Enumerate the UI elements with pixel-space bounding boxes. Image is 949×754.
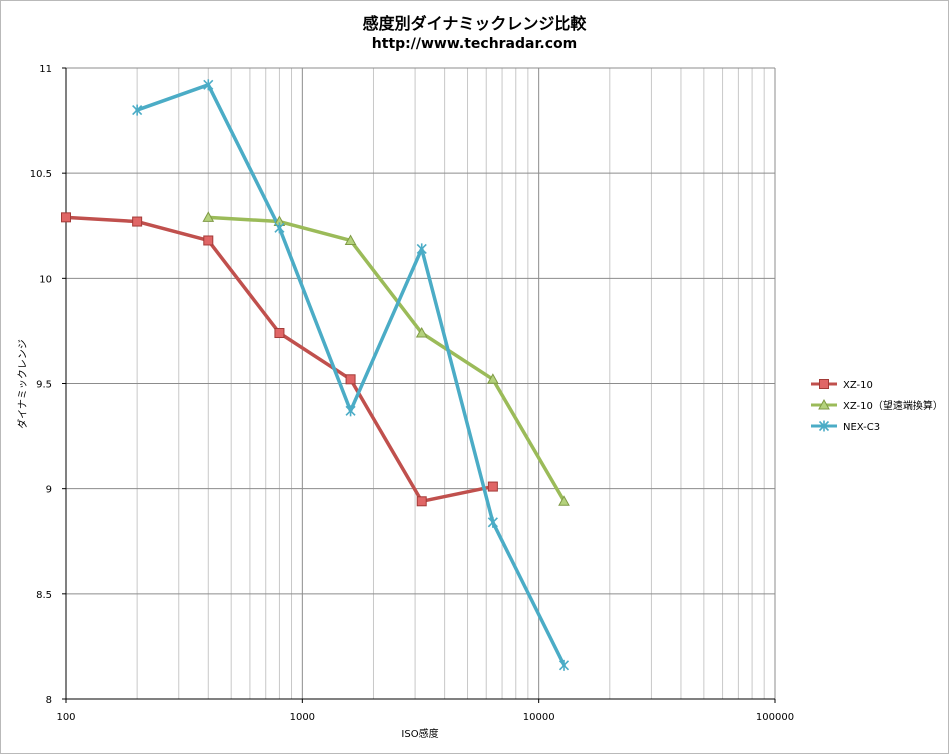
data-point-0-1 — [132, 216, 143, 227]
data-point-2-2 — [274, 222, 285, 234]
series-markers — [61, 79, 570, 671]
data-point-1-3 — [415, 326, 428, 338]
axes — [62, 67, 776, 703]
chart-title: 感度別ダイナミックレンジ比較 — [362, 14, 587, 33]
y-tick-label: 10.5 — [30, 169, 52, 180]
x-axis-label: ISO感度 — [401, 727, 438, 740]
data-point-0-5 — [416, 496, 427, 507]
data-point-1-5 — [558, 495, 570, 506]
x-tick-label: 1000 — [290, 712, 315, 723]
data-point-0-4 — [345, 374, 356, 385]
grid — [65, 67, 776, 700]
legend-label-1: XZ-10（望遠端換算） — [843, 399, 943, 412]
legend-marker-0 — [819, 379, 829, 389]
legend: XZ-10 XZ-10（望遠端換算） NEX-C3 — [811, 379, 943, 433]
tick-labels: 8 8.5 9 9.5 10 10.5 11 100 1000 10000 100000 — [30, 64, 794, 723]
data-point-0-6 — [487, 481, 498, 492]
y-tick-label: 8 — [46, 695, 52, 706]
y-tick-label: 9.5 — [36, 380, 52, 391]
data-point-2-4 — [416, 243, 427, 255]
data-point-2-5 — [487, 516, 498, 528]
legend-marker-1 — [818, 398, 830, 410]
data-point-1-2 — [344, 234, 357, 245]
data-point-0-2 — [203, 235, 214, 246]
chart-subtitle: http://www.techradar.com — [371, 36, 578, 52]
x-tick-label: 10000 — [523, 712, 555, 723]
data-point-1-0 — [202, 211, 215, 222]
data-point-2-6 — [558, 659, 570, 671]
y-axis-label: ダイナミックレンジ — [16, 339, 29, 429]
y-tick-label: 9 — [46, 485, 52, 496]
series-line-1 — [206, 215, 566, 504]
legend-marker-2 — [818, 420, 830, 432]
legend-label-2: NEX-C3 — [843, 422, 880, 433]
y-tick-label: 10 — [39, 274, 52, 285]
data-point-1-4 — [487, 373, 499, 384]
x-tick-label: 100000 — [756, 712, 794, 723]
data-point-2-0 — [132, 104, 143, 116]
data-point-0-0 — [61, 212, 71, 223]
x-tick-label: 100 — [56, 712, 75, 723]
legend-label-0: XZ-10 — [843, 380, 873, 391]
series-lines — [64, 83, 566, 668]
data-point-0-3 — [274, 328, 285, 339]
y-tick-label: 8.5 — [36, 590, 52, 601]
data-point-2-1 — [203, 79, 214, 91]
data-point-2-3 — [345, 405, 356, 417]
y-tick-label: 11 — [39, 64, 52, 75]
